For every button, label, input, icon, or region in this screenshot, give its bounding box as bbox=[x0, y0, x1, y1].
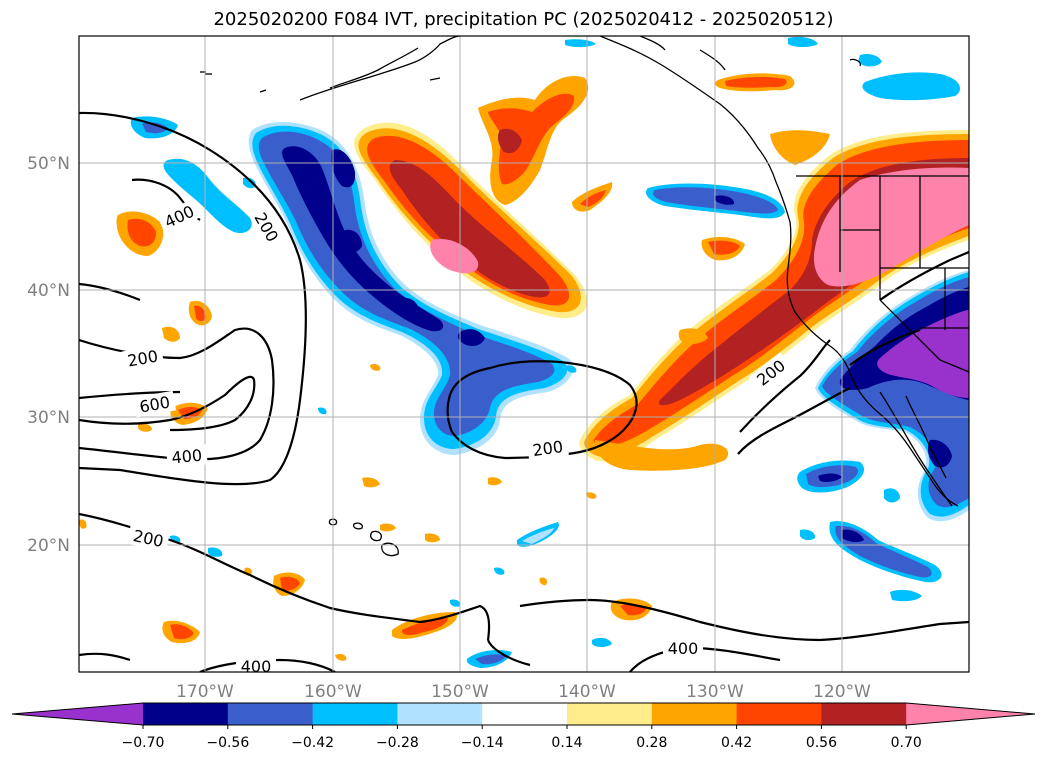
colorbar-tick-label: 0.28 bbox=[636, 735, 667, 751]
lat-label: 20°N bbox=[27, 536, 70, 556]
map-frame bbox=[78, 35, 970, 673]
contour-label: 400 bbox=[241, 657, 272, 676]
ivt-contours bbox=[79, 111, 969, 672]
colorbar-segment bbox=[651, 703, 738, 725]
colorbar-tick-label: −0.14 bbox=[461, 735, 504, 751]
latitude-labels: 50°N 40°N 30°N 20°N bbox=[27, 154, 70, 556]
contour-label: 200 bbox=[531, 437, 564, 460]
lon-label: 170°W bbox=[176, 682, 234, 702]
contour-label: 400 bbox=[171, 446, 203, 468]
lon-label: 160°W bbox=[304, 682, 362, 702]
lon-label: 140°W bbox=[558, 682, 616, 702]
colorbar-tick-label: 0.56 bbox=[806, 735, 837, 751]
longitude-labels: 170°W 160°W 150°W 140°W 130°W 120°W bbox=[176, 682, 871, 702]
colorbar-segment bbox=[227, 703, 314, 725]
colorbar-extend-low bbox=[12, 703, 143, 725]
lon-label: 150°W bbox=[431, 682, 489, 702]
colorbar-segment bbox=[397, 703, 483, 725]
contour-label: 400 bbox=[668, 639, 699, 658]
lat-label: 50°N bbox=[27, 154, 70, 174]
colorbar-segment bbox=[567, 703, 653, 725]
lat-label: 40°N bbox=[27, 281, 70, 301]
gridlines bbox=[79, 36, 969, 672]
colorbar-segment bbox=[312, 703, 398, 725]
lon-label: 130°W bbox=[686, 682, 744, 702]
map-title: 2025020200 F084 IVT, precipitation PC (2… bbox=[213, 9, 834, 30]
colorbar bbox=[11, 702, 1036, 726]
contour-labels: 400 200 200 600 400 200 200 200 bbox=[121, 198, 793, 676]
colorbar-tick-label: −0.56 bbox=[206, 735, 249, 751]
colorbar-extend-high bbox=[906, 703, 1035, 725]
colorbar-tick-label: 0.42 bbox=[721, 735, 752, 751]
colorbar-segment bbox=[482, 703, 568, 725]
lon-label: 120°W bbox=[813, 682, 871, 702]
colorbar-tick-label: −0.70 bbox=[122, 735, 165, 751]
colorbar-segment bbox=[736, 703, 822, 725]
colorbar-tick-label: 0.14 bbox=[551, 735, 582, 751]
colorbar-tick-label: 0.70 bbox=[891, 735, 922, 751]
colorbar-tick-label: −0.42 bbox=[291, 735, 334, 751]
colorbar-segment bbox=[821, 703, 907, 725]
colorbar-segment bbox=[143, 703, 229, 725]
map-layers bbox=[79, 36, 969, 672]
lat-label: 30°N bbox=[27, 408, 70, 428]
colorbar-tick-label: −0.28 bbox=[376, 735, 419, 751]
colorbar-tick-labels: −0.70 −0.56 −0.42 −0.28 −0.14 0.14 0.28 0.42 0.5… bbox=[122, 725, 922, 751]
